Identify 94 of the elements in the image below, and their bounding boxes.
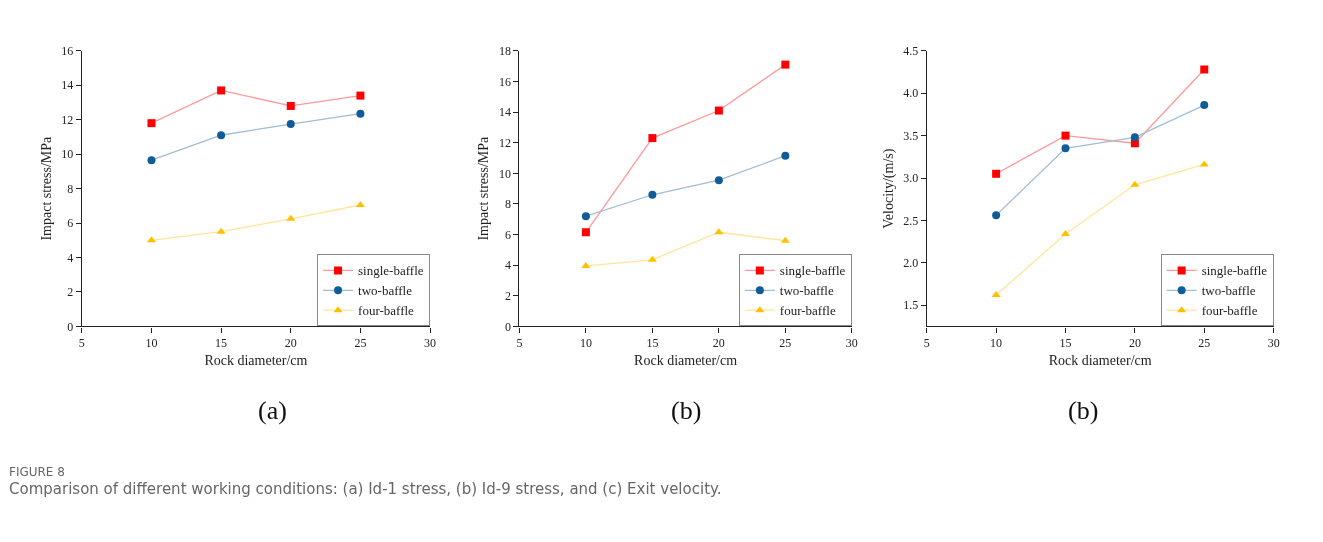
caption: FIGURE 8	[9, 465, 65, 479]
point	[714, 106, 723, 115]
point	[992, 169, 1001, 178]
y-tick-label: 3.5	[903, 128, 919, 143]
y-tick-label: 0	[504, 319, 511, 334]
point	[217, 131, 226, 140]
y-tick-label: 12	[498, 135, 511, 150]
x-tick-label: 5	[516, 335, 523, 350]
x-axis-title: Rock diameter/cm	[634, 353, 738, 369]
x-tick-label: 30	[1267, 335, 1280, 350]
y-tick-label: 4	[67, 250, 74, 265]
point	[648, 134, 657, 143]
y-tick-label: 14	[498, 105, 511, 120]
point	[1061, 131, 1070, 140]
y-tick-label: 16	[61, 44, 74, 59]
x-tick-label: 10	[990, 335, 1003, 350]
point	[991, 291, 1001, 298]
point	[647, 255, 657, 262]
point	[356, 91, 365, 100]
point	[217, 86, 226, 95]
x-tick-label: 10	[145, 335, 158, 350]
legend-label: four-baffle	[358, 303, 415, 319]
point	[780, 236, 790, 243]
point	[147, 119, 156, 128]
y-tick-label: 4.5	[903, 44, 919, 59]
point	[286, 101, 295, 110]
x-tick-label: 20	[284, 335, 297, 350]
point	[1200, 101, 1209, 110]
x-tick-label: 15	[215, 335, 228, 350]
x-axis-title: Rock diameter/cm	[204, 353, 308, 369]
point	[781, 60, 790, 69]
legend-label: four-baffle	[779, 303, 836, 319]
x-axis-title: Rock diameter/cm	[1048, 353, 1152, 369]
legend-label: two-baffle	[779, 283, 834, 299]
legend-label: single-baffle	[1201, 263, 1268, 279]
y-tick-label: 2.0	[903, 256, 919, 271]
point	[992, 211, 1001, 220]
legend-label: single-baffle	[779, 263, 846, 279]
x-tick-label: 15	[646, 335, 659, 350]
point	[147, 156, 156, 165]
y-tick-label: 2	[67, 285, 74, 300]
y-tick-label: 4	[504, 258, 511, 273]
text: (b)	[671, 396, 702, 425]
legend-label: two-baffle	[1201, 283, 1256, 299]
text: (a)	[258, 396, 287, 425]
y-tick-label: 6	[67, 216, 74, 231]
y-tick-label: 18	[498, 44, 511, 59]
x-tick-label: 30	[845, 335, 858, 350]
x-tick-label: 30	[424, 335, 437, 350]
point	[216, 227, 226, 234]
y-tick-label: 3.0	[903, 171, 919, 186]
y-tick-label: 12	[61, 112, 74, 127]
x-tick-label: 20	[712, 335, 725, 350]
point	[356, 109, 365, 118]
point	[286, 214, 296, 221]
y-tick-label: 10	[498, 166, 511, 181]
y-tick-label: 2	[504, 289, 511, 304]
y-tick-label: 1.5	[903, 298, 919, 313]
x-tick-label: 5	[923, 335, 930, 350]
x-tick-label: 20	[1128, 335, 1141, 350]
y-tick-label: 8	[67, 181, 74, 196]
legend-label: single-baffle	[358, 263, 424, 279]
text: Comparison of different working conditions: (a) Id-1 stress, (b) Id-9 stress, and (c) Exit velocity.	[9, 480, 722, 498]
y-tick-label: 14	[61, 78, 74, 93]
point	[781, 151, 790, 160]
legend-label: four-baffle	[1201, 303, 1258, 319]
x-tick-label: 25	[779, 335, 792, 350]
y-tick-label: 4.0	[903, 86, 919, 101]
x-tick-label: 5	[78, 335, 85, 350]
y-axis-title: Impact stress/MPa	[476, 135, 492, 241]
x-tick-label: 10	[579, 335, 592, 350]
point	[581, 261, 591, 268]
point	[1061, 144, 1070, 153]
point	[1130, 180, 1140, 187]
y-tick-label: 16	[498, 74, 511, 89]
point	[286, 120, 295, 129]
x-tick-label: 15	[1059, 335, 1072, 350]
x-tick-label: 25	[1198, 335, 1211, 350]
y-tick-label: 2.5	[903, 213, 919, 228]
x-tick-label: 25	[354, 335, 367, 350]
point	[648, 190, 657, 199]
y-tick-label: 8	[504, 197, 511, 212]
y-axis-title: Impact stress/MPa	[38, 135, 54, 241]
point	[581, 228, 590, 237]
point	[1130, 133, 1139, 142]
y-tick-label: 6	[504, 227, 511, 242]
point	[714, 176, 723, 185]
y-axis-title: Velocity/(m/s)	[880, 148, 897, 229]
point	[1200, 65, 1209, 74]
legend-label: two-baffle	[358, 283, 413, 299]
text: (b)	[1068, 396, 1099, 425]
y-tick-label: 10	[61, 147, 74, 162]
point	[581, 212, 590, 221]
y-tick-label: 0	[67, 319, 74, 334]
